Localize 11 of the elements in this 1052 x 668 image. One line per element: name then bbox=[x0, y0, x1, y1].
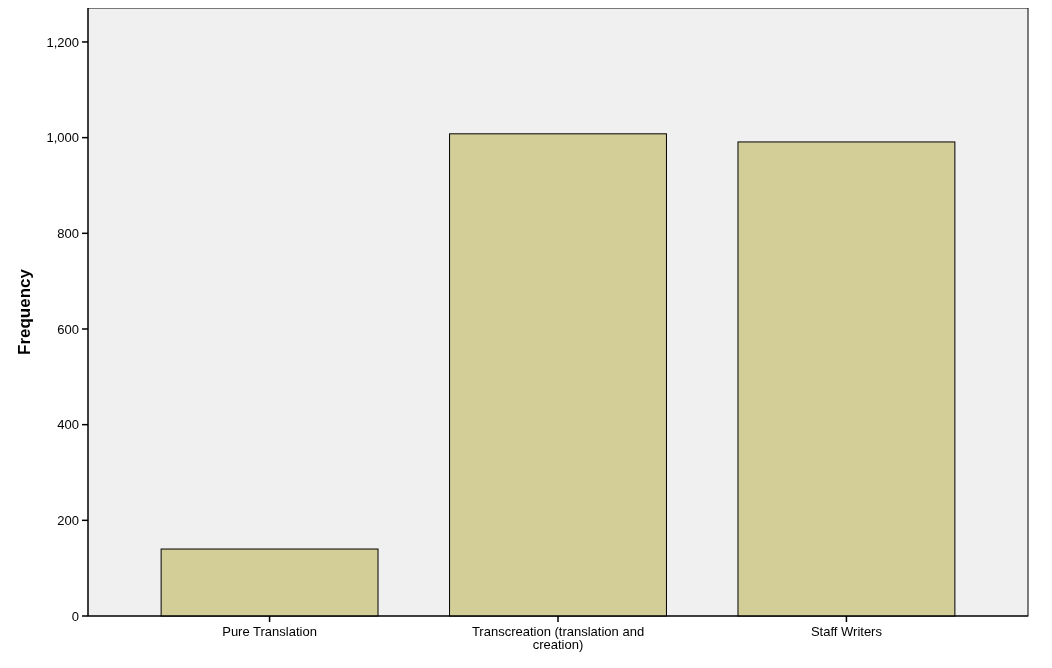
x-tick-label: Staff Writers bbox=[810, 624, 883, 639]
y-tick-label: 0 bbox=[71, 608, 79, 624]
y-tick-label: 800 bbox=[57, 225, 79, 241]
y-tick-label: 1,000 bbox=[46, 130, 79, 146]
x-tick-label: Pure Translation bbox=[222, 624, 317, 639]
y-tick-label: 200 bbox=[57, 512, 79, 528]
y-tick-label: 600 bbox=[57, 321, 79, 337]
y-tick-label: 1,200 bbox=[46, 34, 79, 50]
y-axis-title: Frequency bbox=[15, 268, 34, 355]
x-tick-label: Transcreation (translation and creation) bbox=[471, 624, 645, 652]
y-tick-label: 400 bbox=[57, 417, 79, 433]
